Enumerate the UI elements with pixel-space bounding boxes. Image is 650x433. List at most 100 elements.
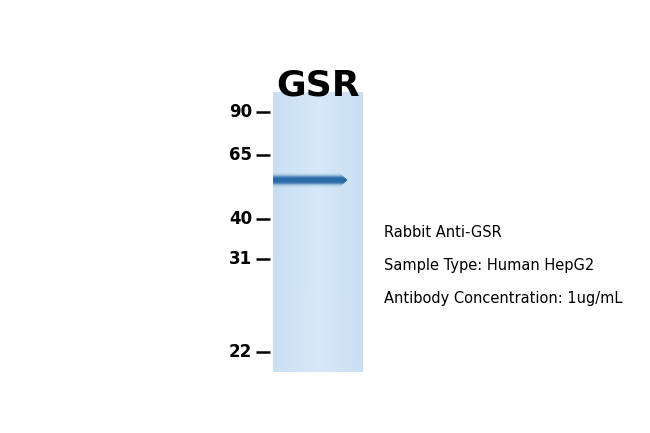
Bar — [273, 179, 346, 180]
Bar — [273, 240, 363, 242]
Bar — [273, 287, 363, 288]
Text: 90: 90 — [229, 103, 252, 121]
Bar — [273, 196, 363, 197]
Bar — [273, 214, 363, 215]
Bar — [273, 317, 363, 319]
Bar — [273, 176, 344, 177]
Bar — [273, 242, 363, 243]
Bar — [273, 175, 343, 176]
Bar — [273, 156, 363, 158]
Bar — [273, 180, 363, 181]
Bar — [273, 127, 363, 128]
Bar — [273, 302, 363, 304]
Bar — [273, 259, 363, 260]
Bar — [273, 106, 363, 107]
Bar — [273, 120, 363, 121]
Bar — [273, 368, 363, 369]
Bar — [273, 176, 343, 177]
Bar — [273, 183, 344, 184]
Bar — [273, 312, 363, 313]
Bar — [273, 351, 363, 352]
Bar — [273, 155, 363, 156]
Text: Rabbit Anti-GSR: Rabbit Anti-GSR — [384, 224, 501, 239]
Bar — [273, 185, 342, 186]
Bar — [273, 336, 363, 337]
Bar — [273, 186, 341, 187]
Bar — [273, 177, 344, 178]
Bar — [273, 109, 363, 110]
Bar — [273, 270, 363, 271]
Bar — [273, 366, 363, 368]
Bar — [273, 316, 363, 317]
Bar — [273, 324, 363, 326]
Bar — [273, 166, 363, 168]
Text: Antibody Concentration: 1ug/mL: Antibody Concentration: 1ug/mL — [384, 291, 622, 306]
Bar — [273, 110, 363, 112]
Bar — [273, 339, 363, 340]
Bar — [273, 216, 363, 218]
Bar — [273, 179, 346, 180]
Bar — [273, 250, 363, 252]
Bar — [273, 277, 363, 278]
Text: 40: 40 — [229, 210, 252, 228]
Bar — [273, 185, 341, 186]
Bar — [273, 280, 363, 281]
Bar — [273, 134, 363, 136]
Bar — [273, 190, 363, 191]
Bar — [273, 236, 363, 238]
Bar — [273, 113, 363, 114]
Bar — [273, 306, 363, 307]
Bar — [273, 323, 363, 324]
Bar — [273, 151, 363, 152]
Bar — [273, 187, 339, 188]
Bar — [273, 369, 363, 371]
Bar — [273, 184, 363, 186]
Bar — [273, 329, 363, 330]
Bar — [273, 357, 363, 358]
Bar — [273, 359, 363, 361]
Text: 31: 31 — [229, 250, 252, 268]
Bar — [273, 253, 363, 255]
Bar — [273, 183, 343, 184]
Bar — [273, 243, 363, 245]
Bar — [273, 103, 363, 105]
Bar — [273, 220, 363, 221]
Bar — [273, 97, 363, 99]
Bar — [273, 268, 363, 270]
Bar — [273, 226, 363, 228]
Bar — [273, 245, 363, 246]
Bar — [273, 161, 363, 162]
Bar — [273, 354, 363, 355]
Bar — [273, 207, 363, 208]
Bar — [273, 176, 343, 177]
Bar — [273, 102, 363, 103]
Bar — [273, 340, 363, 341]
Bar — [273, 361, 363, 362]
Bar — [273, 182, 344, 183]
Bar — [273, 175, 343, 176]
Bar — [273, 282, 363, 284]
Bar — [273, 131, 363, 132]
Bar — [273, 333, 363, 334]
Text: 65: 65 — [229, 146, 252, 164]
Bar — [273, 177, 344, 178]
Bar — [273, 238, 363, 239]
Bar — [273, 96, 363, 97]
Bar — [273, 174, 363, 176]
Bar — [273, 364, 363, 365]
Bar — [273, 183, 363, 184]
Bar — [273, 162, 363, 163]
Bar — [273, 181, 345, 182]
Bar — [273, 346, 363, 347]
Bar — [273, 173, 341, 174]
Bar — [273, 233, 363, 235]
Bar — [273, 141, 363, 142]
Bar — [273, 114, 363, 116]
Bar — [273, 299, 363, 301]
Bar — [273, 144, 363, 145]
Bar — [273, 177, 344, 178]
Bar — [273, 184, 343, 185]
Bar — [273, 256, 363, 257]
Text: GSR: GSR — [276, 68, 360, 103]
Bar — [273, 347, 363, 348]
